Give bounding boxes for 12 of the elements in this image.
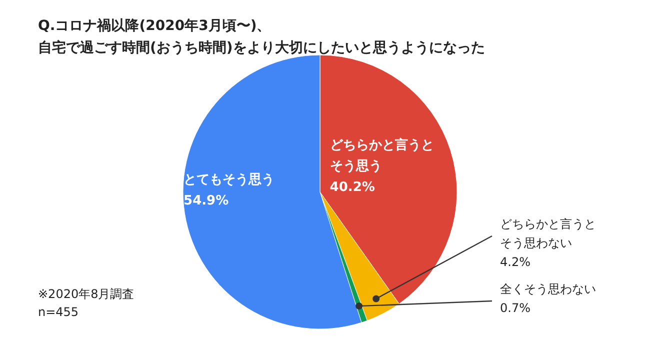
chart-subtitle: 自宅で過ごす時間(おうち時間)をより大切にしたいと思うようになった (38, 39, 485, 56)
text: ※2020年8月調査 (38, 287, 134, 301)
slice-label: どちらかと言うとそう思わない (500, 217, 596, 250)
data-label: 4.2% (500, 255, 530, 269)
slice-label: どちらかと言うとそう思う (330, 137, 434, 174)
text: n=455 (38, 305, 79, 319)
data-label: 0.7% (500, 301, 530, 315)
data-label: 40.2% (330, 180, 375, 196)
slice-label: とてもそう思う (184, 172, 275, 188)
data-label: 54.9% (184, 194, 229, 209)
slice-label: 全くそう思わない (500, 282, 596, 296)
chart-title: Q.コロナ禍以降(2020年3月頃〜)、 (38, 17, 271, 34)
